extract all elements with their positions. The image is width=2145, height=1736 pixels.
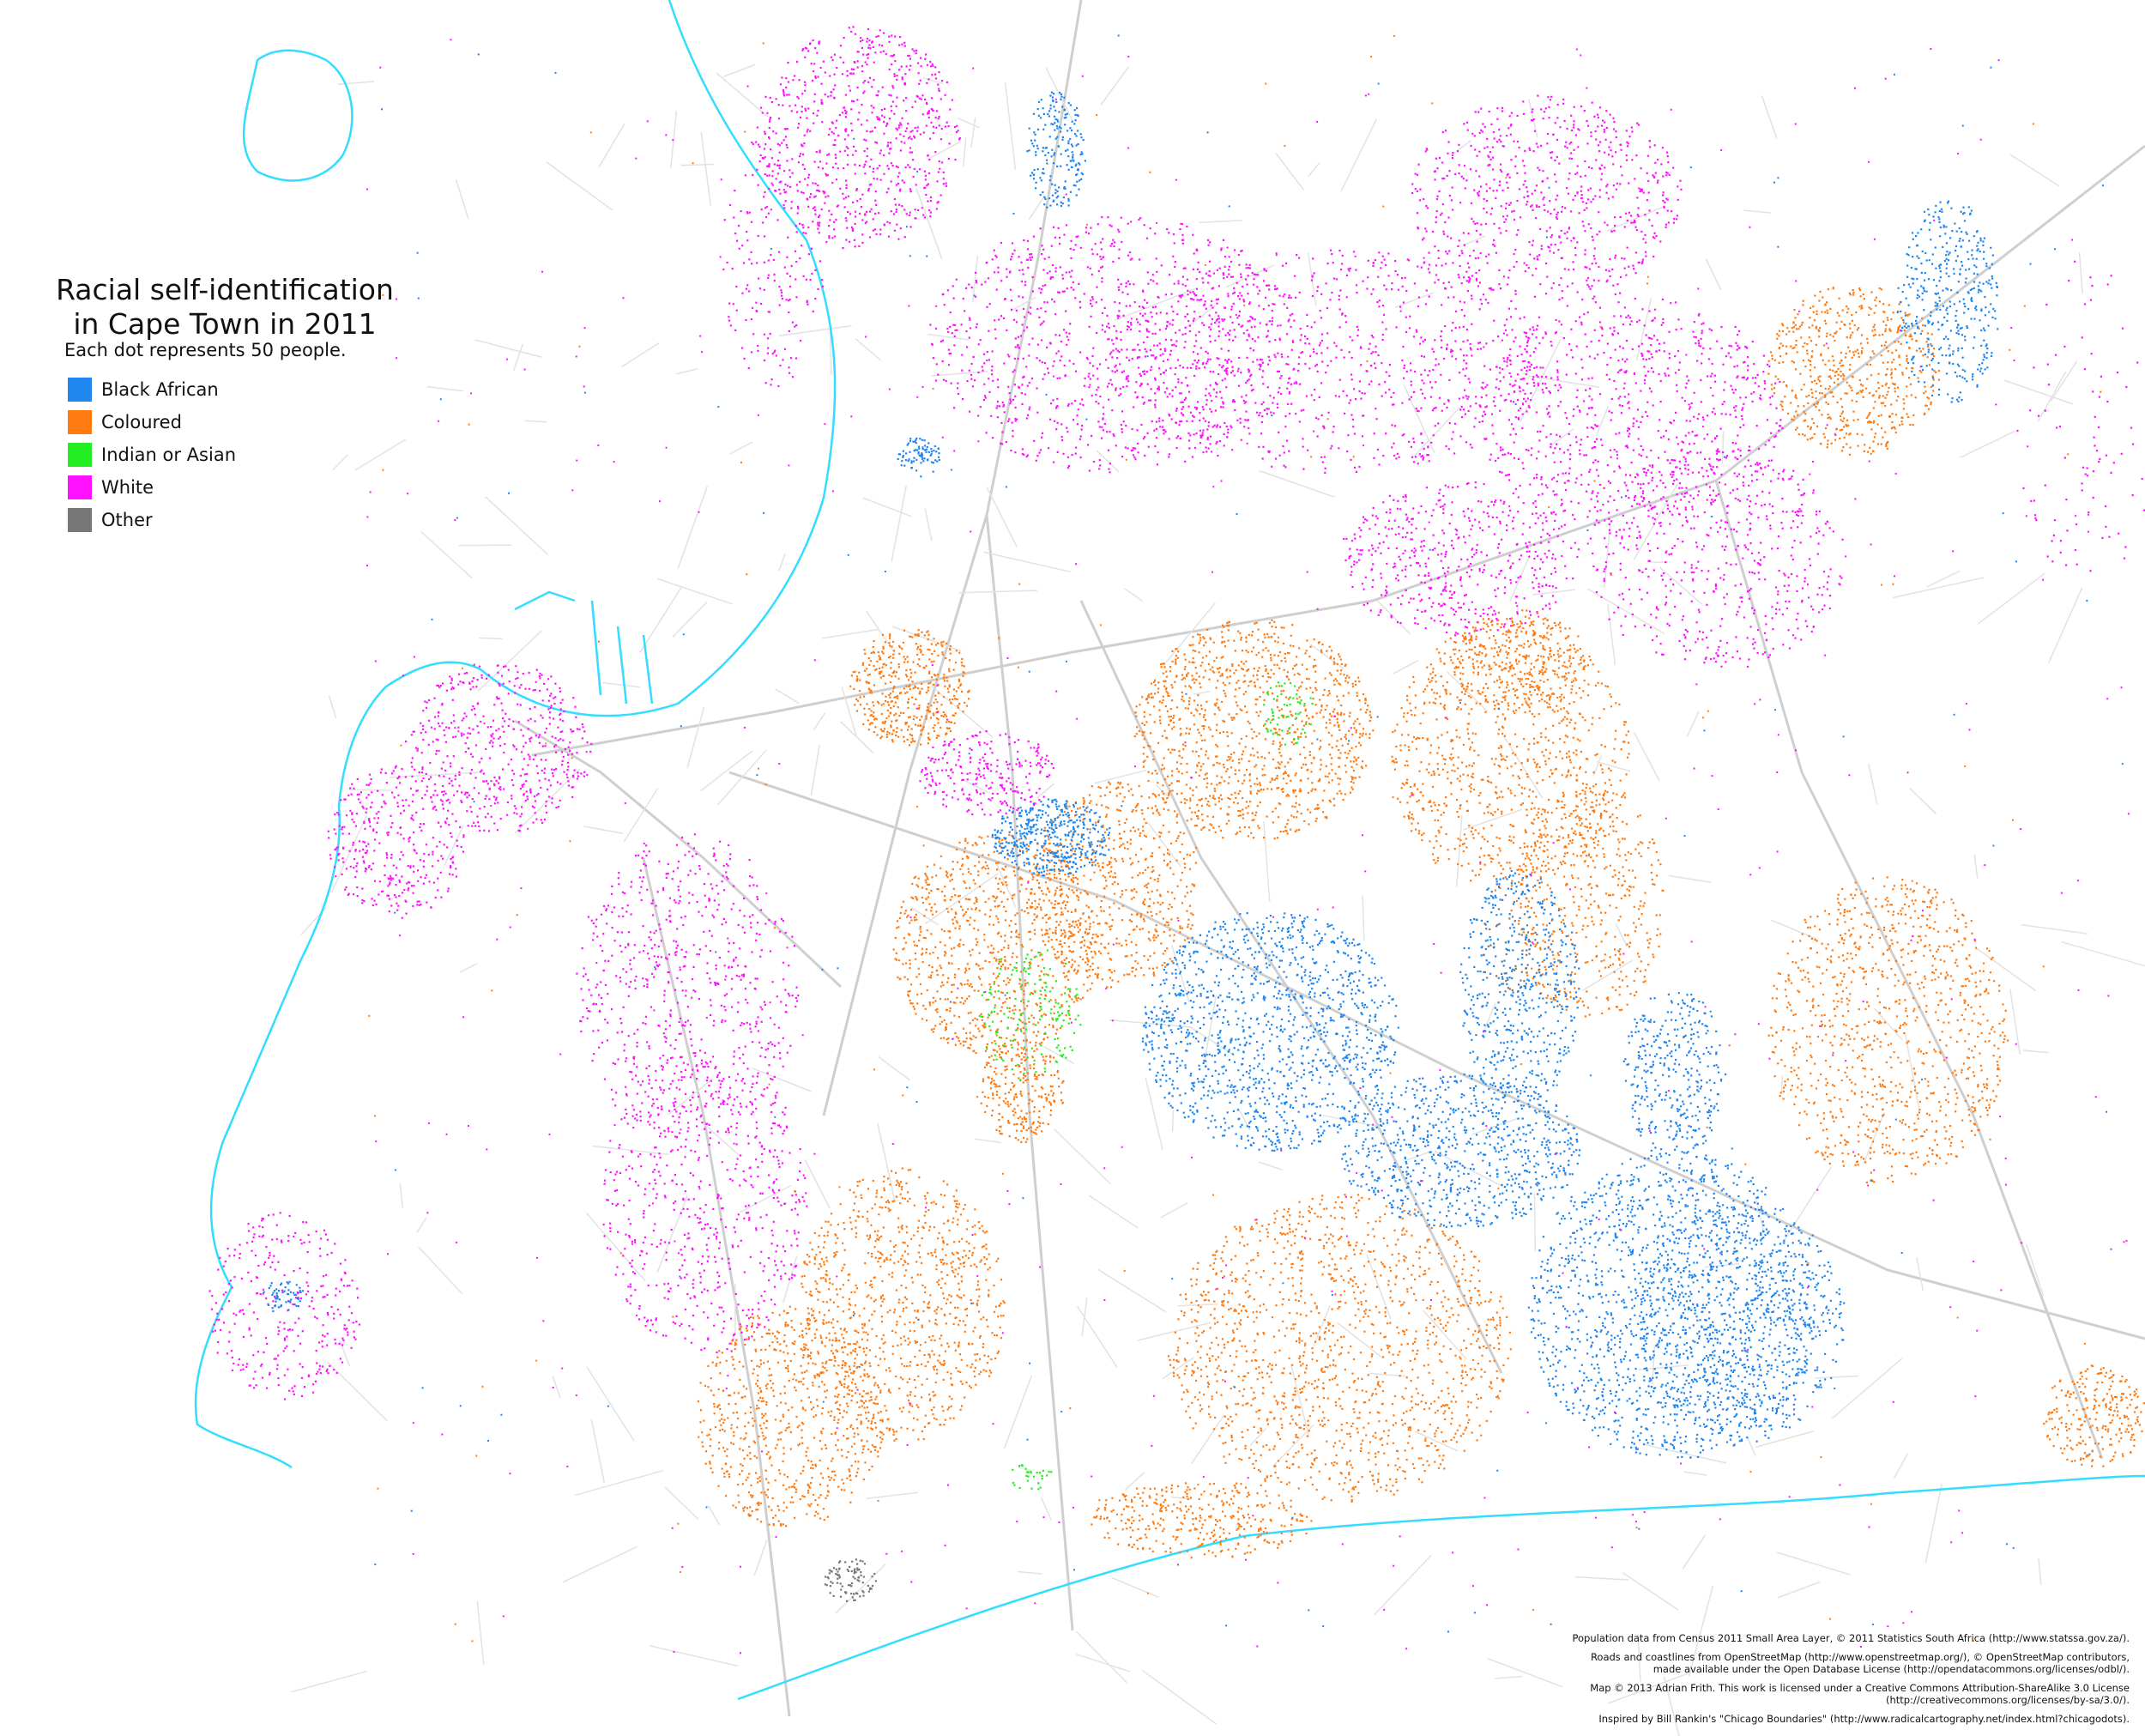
legend: Black African Coloured Indian or Asian W… <box>68 373 236 536</box>
legend-item-black-african: Black African <box>68 373 236 406</box>
map-title: Racial self-identification in Cape Town … <box>45 273 405 342</box>
coastline <box>194 0 2145 1701</box>
legend-swatch <box>68 508 92 532</box>
legend-item-coloured: Coloured <box>68 406 236 439</box>
legend-label: Indian or Asian <box>101 445 236 465</box>
attribution-inspiration: Inspired by Bill Rankin's "Chicago Bound… <box>1357 1713 2130 1725</box>
map-title-line-2: in Cape Town in 2011 <box>45 307 405 342</box>
legend-item-indian-asian: Indian or Asian <box>68 439 236 471</box>
road-network <box>291 0 2145 1736</box>
legend-item-white: White <box>68 471 236 504</box>
legend-swatch <box>68 410 92 434</box>
map-subtitle: Each dot represents 50 people. <box>64 340 347 360</box>
attribution-license: Map © 2013 Adrian Frith. This work is li… <box>1357 1682 2130 1706</box>
attribution-census: Population data from Census 2011 Small A… <box>1357 1632 2130 1644</box>
legend-swatch <box>68 378 92 402</box>
legend-label: Other <box>101 510 153 530</box>
legend-swatch <box>68 475 92 499</box>
legend-label: Coloured <box>101 412 182 432</box>
legend-label: Black African <box>101 379 219 400</box>
attribution: Population data from Census 2011 Small A… <box>1357 1632 2130 1732</box>
legend-item-other: Other <box>68 504 236 536</box>
population-dots <box>208 26 2145 1654</box>
map-title-line-1: Racial self-identification <box>45 273 405 307</box>
legend-label: White <box>101 477 154 498</box>
attribution-osm: Roads and coastlines from OpenStreetMap … <box>1357 1651 2130 1675</box>
legend-swatch <box>68 443 92 467</box>
